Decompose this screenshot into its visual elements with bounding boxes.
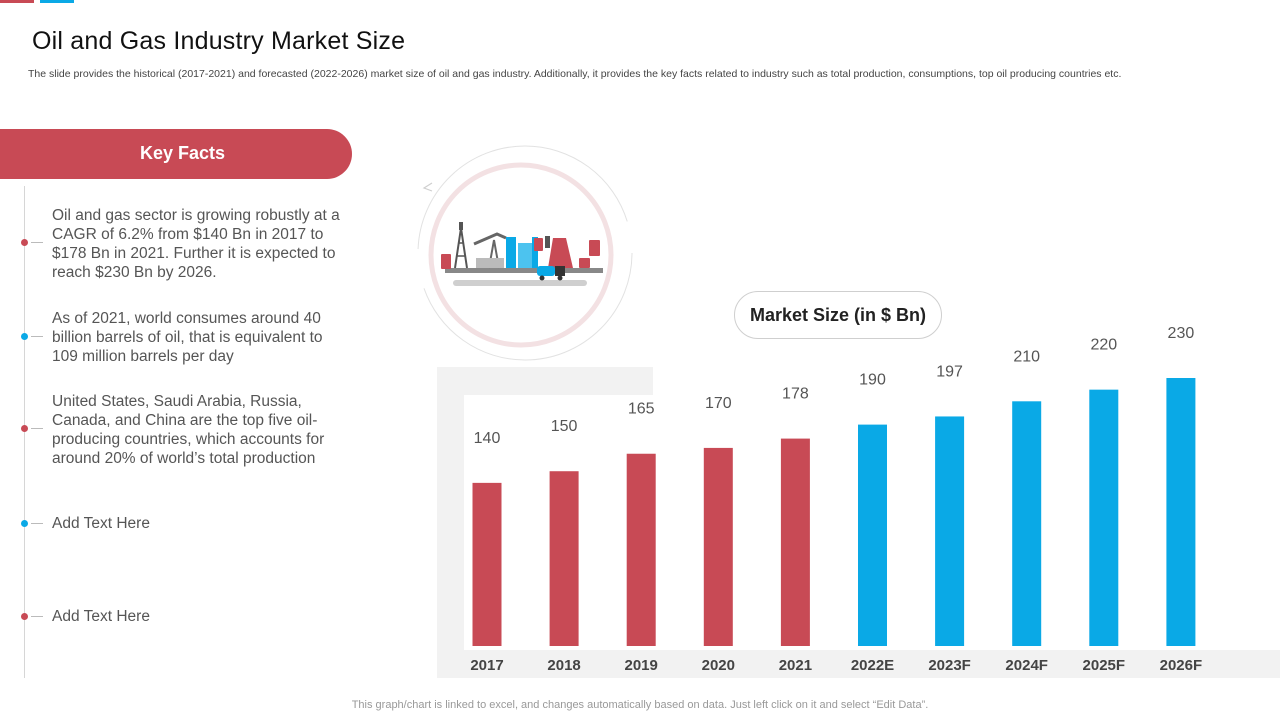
value-label-2018: 150 bbox=[551, 418, 578, 435]
timeline-line bbox=[24, 186, 25, 678]
fact-item-text: Add Text Here bbox=[52, 608, 150, 625]
oil-refinery-icon bbox=[417, 145, 633, 361]
category-label-2025F: 2025F bbox=[1083, 657, 1126, 674]
value-label-2026F: 230 bbox=[1168, 325, 1195, 342]
fact-bullet-dot bbox=[21, 333, 28, 340]
fact-item-text: As of 2021, world consumes around 40 bil… bbox=[52, 310, 323, 365]
category-label-2019: 2019 bbox=[625, 657, 658, 674]
fact-bullet-dot bbox=[21, 613, 28, 620]
category-label-2017: 2017 bbox=[470, 657, 503, 674]
top-accent-red bbox=[0, 0, 34, 3]
fact-item-text: United States, Saudi Arabia, Russia, Can… bbox=[52, 393, 325, 467]
fact-bullet-dot bbox=[21, 520, 28, 527]
value-label-2022E: 190 bbox=[859, 372, 886, 389]
bar-2021 bbox=[780, 438, 810, 646]
chart-title: Market Size (in $ Bn) bbox=[734, 291, 942, 339]
category-label-2018: 2018 bbox=[547, 657, 580, 674]
bar-2019 bbox=[626, 453, 656, 646]
chart-category-labels: 2017 2018 2019 2020 2021 2022E 2023F 2024F 2025F… bbox=[470, 657, 1202, 674]
value-label-2019: 165 bbox=[628, 401, 655, 418]
fact-connector bbox=[31, 242, 43, 243]
fact-item-text: Oil and gas sector is growing robustly a… bbox=[52, 207, 340, 281]
key-facts-heading: Key Facts bbox=[139, 143, 226, 163]
bar-2026F bbox=[1166, 378, 1196, 646]
bar-2018 bbox=[549, 471, 579, 646]
category-label-2021: 2021 bbox=[779, 657, 812, 674]
bar-2022E bbox=[858, 424, 887, 646]
value-label-2020: 170 bbox=[705, 395, 732, 412]
fact-connector bbox=[31, 616, 43, 617]
bar-2020 bbox=[703, 447, 733, 646]
page-title: Oil and Gas Industry Market Size bbox=[32, 27, 406, 55]
bar-2025F bbox=[1089, 389, 1119, 646]
fact-connector bbox=[31, 428, 43, 429]
chart-value-labels: 140 150 165 170 178 190 197 210 220 230 bbox=[474, 325, 1195, 447]
category-label-2022E: 2022E bbox=[851, 657, 894, 674]
value-label-2017: 140 bbox=[474, 430, 501, 447]
category-label-2023F: 2023F bbox=[928, 657, 971, 674]
chart-bars bbox=[472, 378, 1196, 646]
top-accent-blue bbox=[40, 0, 74, 3]
value-label-2025F: 220 bbox=[1090, 337, 1117, 354]
category-label-2026F: 2026F bbox=[1160, 657, 1203, 674]
value-label-2021: 178 bbox=[782, 386, 809, 403]
bar-2023F bbox=[935, 416, 965, 646]
value-label-2024F: 210 bbox=[1013, 348, 1040, 365]
category-label-2020: 2020 bbox=[702, 657, 735, 674]
fact-connector bbox=[31, 336, 43, 337]
fact-connector bbox=[31, 523, 43, 524]
chart-bg-panel-bottom bbox=[437, 650, 1280, 678]
page-subtitle: The slide provides the historical (2017-… bbox=[28, 68, 1122, 80]
fact-bullet-dot bbox=[21, 239, 28, 246]
category-label-2024F: 2024F bbox=[1005, 657, 1048, 674]
bar-2017 bbox=[472, 482, 502, 646]
footer-note: This graph/chart is linked to excel, and… bbox=[351, 699, 929, 711]
fact-item-text: Add Text Here bbox=[52, 515, 150, 532]
key-facts-header: Key Facts bbox=[0, 129, 352, 179]
fact-bullet-dot bbox=[21, 425, 28, 432]
value-label-2023F: 197 bbox=[936, 363, 963, 380]
bar-2024F bbox=[1012, 401, 1042, 646]
